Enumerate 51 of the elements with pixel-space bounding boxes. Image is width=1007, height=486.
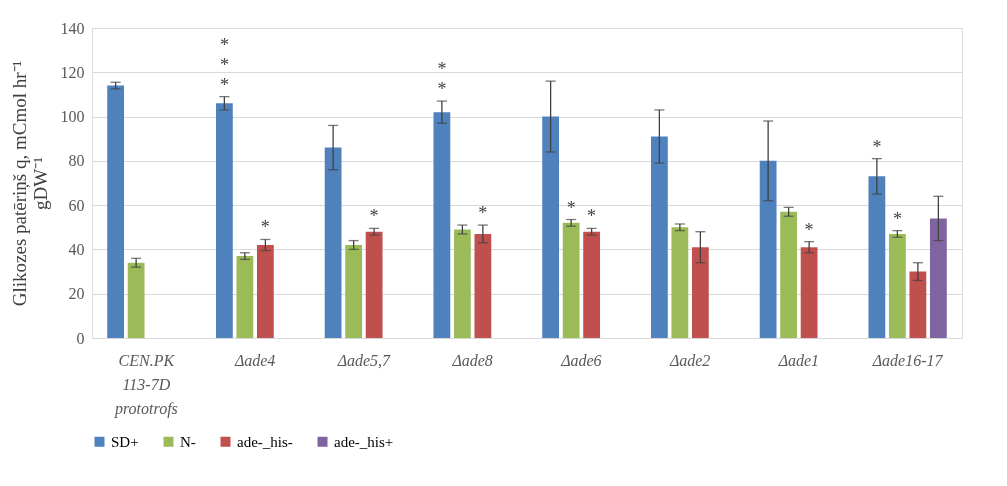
x-tick-label: Δade2 xyxy=(668,351,711,369)
y-tick-label: 0 xyxy=(76,329,85,347)
annotation: * xyxy=(478,203,488,224)
bar xyxy=(433,112,451,338)
legend-label: ade-_his+ xyxy=(334,433,394,450)
bar xyxy=(542,116,560,338)
y-axis-title: Glikozes patēriņš q, mCmol hr⁻¹ gDW⁻¹ xyxy=(8,60,51,307)
annotation: * xyxy=(219,34,229,55)
bar xyxy=(691,247,709,338)
annotation: * xyxy=(587,206,597,227)
bar xyxy=(780,211,798,338)
bar xyxy=(345,245,363,338)
y-tick-label: 140 xyxy=(60,19,85,37)
x-tick-label: Δade6 xyxy=(560,351,602,369)
bar xyxy=(650,136,668,338)
bar xyxy=(909,271,927,338)
bar xyxy=(324,147,342,338)
bar xyxy=(215,103,233,338)
annotation: * xyxy=(437,79,447,100)
annotation: * xyxy=(872,136,882,157)
legend-label: SD+ xyxy=(111,433,139,450)
annotation: * xyxy=(892,208,902,229)
x-tick-label: Δade8 xyxy=(451,351,493,369)
bar xyxy=(759,160,777,338)
annotation: * xyxy=(219,54,229,75)
legend-label: N- xyxy=(180,433,196,450)
x-tick-label: Δade1 xyxy=(777,351,820,369)
annotation: * xyxy=(437,59,447,80)
legend-label: ade-_his- xyxy=(237,433,293,450)
y-tick-label: 100 xyxy=(60,108,85,126)
bar xyxy=(127,262,145,338)
bar xyxy=(929,218,947,338)
x-tick-label: CEN.PK 113-7D prototrofs xyxy=(113,351,178,418)
y-tick-label: 40 xyxy=(68,240,85,258)
x-tick-label: Δade5,7 xyxy=(336,351,392,369)
annotation: * xyxy=(804,219,814,240)
annotation: * xyxy=(566,197,576,218)
x-tick-label: Δade16-17 xyxy=(871,351,944,369)
annotation: * xyxy=(369,206,379,227)
bar xyxy=(474,233,492,338)
x-tick-label: Δade4 xyxy=(233,351,276,369)
bar xyxy=(800,247,818,338)
y-tick-label: 20 xyxy=(68,285,85,303)
annotation: * xyxy=(260,217,270,238)
y-tick-label: 120 xyxy=(60,63,85,81)
bar xyxy=(868,176,886,338)
bar xyxy=(453,229,471,338)
y-tick-label: 60 xyxy=(68,196,85,214)
y-tick-label: 80 xyxy=(68,152,85,170)
bar xyxy=(256,245,274,338)
annotation: * xyxy=(219,74,229,95)
